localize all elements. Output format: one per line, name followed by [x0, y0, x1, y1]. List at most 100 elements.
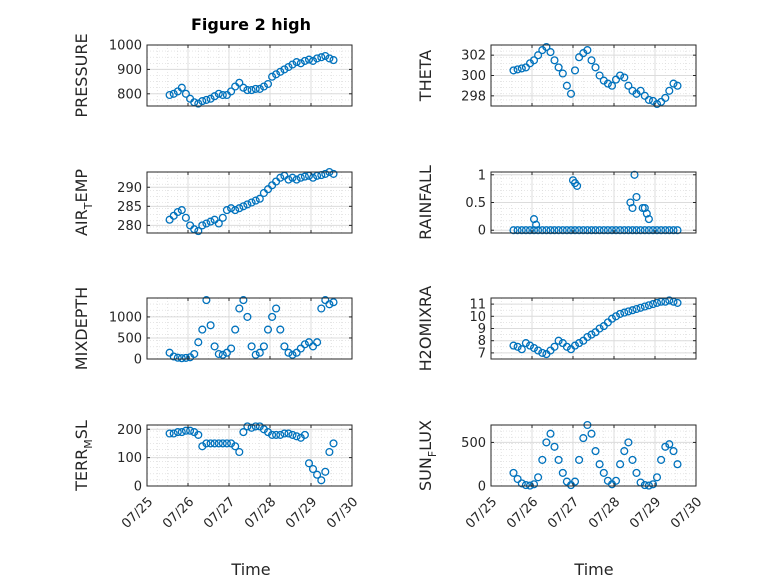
y-tick-label: 0 — [478, 224, 486, 239]
data-point — [566, 226, 576, 235]
data-point — [521, 226, 530, 235]
data-point — [181, 89, 190, 98]
data-point — [603, 226, 612, 235]
data-point — [616, 226, 625, 235]
y-tick-label: 1000 — [109, 39, 142, 54]
data-point — [206, 94, 215, 103]
y-tick-label: 1000 — [109, 310, 142, 325]
y-axis-label: SUNFLUX — [416, 420, 439, 491]
axes-box — [146, 424, 353, 487]
data-point — [317, 304, 326, 313]
data-point — [202, 439, 211, 448]
data-point — [247, 198, 256, 207]
data-point — [665, 226, 674, 235]
data-point — [177, 354, 186, 363]
data-point — [272, 430, 281, 439]
data-point — [542, 438, 551, 447]
data-point — [214, 89, 223, 98]
y-tick-label: 300 — [461, 69, 486, 84]
data-point — [554, 226, 563, 235]
data-point — [239, 296, 248, 305]
data-point — [218, 213, 227, 222]
data-point — [296, 173, 305, 182]
data-point — [288, 430, 297, 439]
subplot-1: 800 900 1000 PRESSURE — [72, 33, 353, 118]
data-point — [198, 325, 207, 334]
axes-box — [146, 297, 353, 360]
data-point — [202, 95, 211, 104]
axes-box — [490, 424, 697, 487]
data-point — [186, 426, 195, 435]
data-point — [227, 87, 236, 96]
data-point — [525, 226, 535, 235]
data-point — [665, 86, 674, 95]
y-axis-label-main: H2OMIXRA — [416, 286, 435, 372]
data-point — [616, 460, 625, 469]
data-point — [644, 226, 653, 235]
data-point — [321, 169, 330, 178]
data-point — [657, 455, 666, 464]
data-point — [321, 296, 330, 305]
data-point — [550, 442, 559, 451]
data-point — [280, 342, 289, 351]
data-point — [529, 480, 539, 489]
data-point — [562, 226, 571, 235]
data-point — [624, 438, 633, 447]
data-point — [640, 302, 649, 311]
data-point — [595, 71, 604, 80]
data-point — [603, 79, 612, 88]
data-point — [272, 304, 281, 313]
data-point — [550, 226, 559, 235]
data-point — [611, 312, 621, 321]
data-point — [616, 71, 625, 80]
y-axis-label: TERRMSL — [72, 420, 95, 492]
data-point — [222, 439, 231, 448]
data-point — [292, 58, 301, 67]
y-tick-label: 0 — [134, 480, 142, 495]
data-point — [251, 196, 260, 205]
data-point — [640, 226, 649, 235]
data-point — [304, 338, 314, 347]
data-point — [570, 226, 580, 235]
data-point — [177, 83, 186, 92]
data-point — [198, 221, 207, 230]
y-tick-label: 298 — [461, 89, 486, 104]
y-axis-label: H2OMIXRA — [416, 286, 435, 372]
y-tick-label: 100 — [117, 451, 142, 466]
data-point — [595, 226, 604, 235]
data-point — [296, 344, 305, 353]
data-point — [566, 89, 576, 98]
subplot-5: 0 500 1000 MIXDEPTH — [72, 287, 353, 370]
data-point — [235, 204, 244, 213]
data-point — [640, 481, 649, 490]
data-point — [173, 207, 182, 217]
data-point — [243, 422, 252, 431]
data-point — [247, 342, 256, 351]
data-point — [202, 296, 211, 305]
data-point — [607, 314, 617, 323]
data-point — [329, 439, 338, 448]
x-axis-label-right: Time — [573, 560, 613, 579]
data-point — [542, 42, 551, 52]
data-point — [570, 477, 580, 486]
data-point — [661, 442, 670, 451]
data-point — [194, 338, 203, 347]
data-point — [521, 63, 530, 72]
data-point — [317, 476, 326, 485]
data-point — [546, 48, 555, 57]
data-point — [607, 226, 617, 235]
data-point — [620, 73, 629, 82]
data-point — [669, 447, 678, 456]
y-axis-label-tail: EMP — [72, 169, 91, 203]
data-point — [300, 172, 309, 181]
data-point — [554, 63, 563, 72]
data-point — [583, 46, 592, 55]
data-point — [669, 226, 678, 235]
data-point — [255, 84, 264, 93]
y-axis-label-subscript: M — [82, 439, 95, 449]
data-point — [313, 470, 322, 479]
data-point — [218, 90, 227, 100]
figure-title: Figure 2 high — [191, 15, 311, 34]
